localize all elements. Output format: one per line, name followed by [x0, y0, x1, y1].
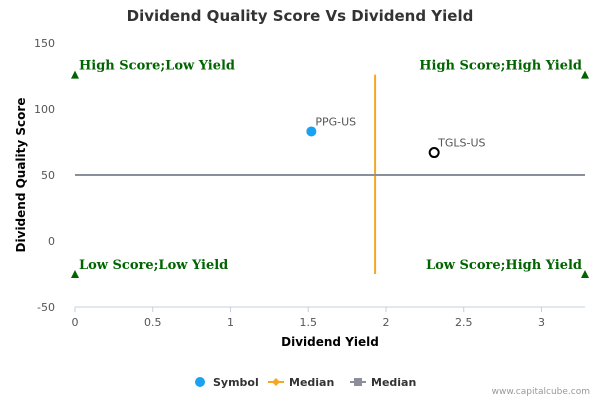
quadrant-marker-triangle — [581, 70, 589, 79]
legend-label: Median — [371, 376, 416, 389]
x-tick-label: 1 — [227, 316, 234, 329]
legend-diamond-marker — [272, 378, 280, 386]
quadrant-marker-triangle — [71, 270, 79, 278]
credit-text: www.capitalcube.com — [492, 387, 590, 397]
chart-title: Dividend Quality Score Vs Dividend Yield — [127, 7, 474, 25]
median-lines — [75, 74, 585, 274]
legend-symbol-marker — [195, 377, 205, 387]
legend-label: Symbol — [213, 376, 259, 389]
point-marker — [428, 147, 440, 159]
quadrant-label: Low Score;Low Yield — [79, 258, 228, 273]
x-tick-label: 0 — [72, 316, 79, 329]
x-tick-label: 0.5 — [144, 316, 162, 329]
point-label: TGLS-US — [437, 137, 485, 150]
quadrant-label: High Score;Low Yield — [79, 59, 235, 74]
data-points: PPG-US TGLS-US — [306, 115, 486, 159]
y-tick-label: 0 — [48, 235, 55, 248]
x-axis-title: Dividend Yield — [281, 335, 379, 349]
x-tick-label: 3 — [538, 316, 545, 329]
y-tick-label: -50 — [37, 301, 55, 314]
y-tick-label: 100 — [34, 103, 55, 116]
y-tick-label: 50 — [41, 169, 55, 182]
quadrant-label: Low Score;High Yield — [426, 258, 582, 273]
quadrant-marker-triangle — [71, 70, 79, 79]
y-tick-label: 150 — [34, 37, 55, 50]
quadrant-marker-triangle — [581, 270, 589, 278]
quadrant-label: High Score;High Yield — [419, 59, 582, 74]
x-tick-label: 2 — [382, 316, 389, 329]
legend-label: Median — [289, 376, 334, 389]
legend-square-marker — [354, 378, 362, 386]
y-axis-title: Dividend Quality Score — [14, 98, 28, 253]
x-axis-ticks: 0 0.5 1 1.5 2 2.5 3 — [72, 307, 545, 329]
point-label: PPG-US — [315, 115, 356, 128]
x-tick-label: 1.5 — [299, 316, 317, 329]
x-tick-label: 2.5 — [455, 316, 473, 329]
legend: Symbol Median Median — [195, 376, 416, 389]
y-axis-ticks: -50 0 50 100 150 — [34, 37, 55, 314]
quadrant-labels: High Score;Low Yield High Score;High Yiel… — [71, 59, 589, 278]
plot-area: 0 0.5 1 1.5 2 2.5 3 -50 0 50 100 150 High Score;Lo… — [34, 37, 589, 329]
point-marker — [306, 126, 317, 137]
